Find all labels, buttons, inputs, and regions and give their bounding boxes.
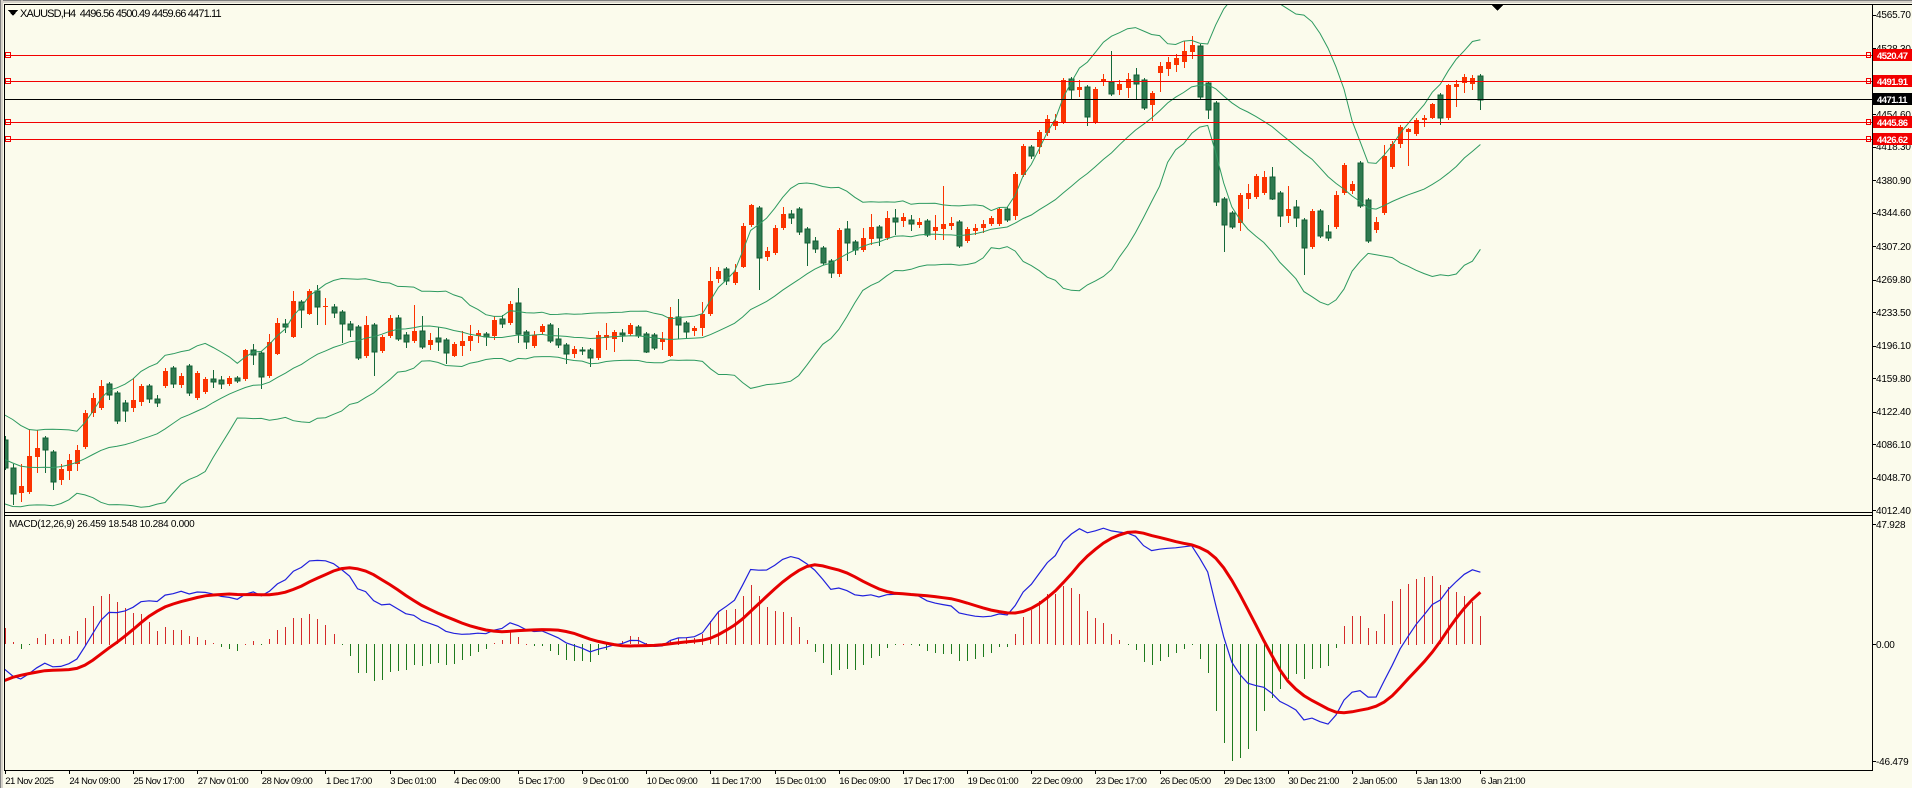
svg-text:4048.70: 4048.70 [1876, 473, 1911, 484]
svg-text:XAUUSD,H4 4496.56 4500.49 445: XAUUSD,H4 4496.56 4500.49 4459.66 4471.1… [20, 8, 222, 20]
svg-text:9 Dec 01:00: 9 Dec 01:00 [583, 776, 629, 787]
svg-text:4471.11: 4471.11 [1877, 95, 1908, 106]
svg-text:4086.10: 4086.10 [1876, 440, 1911, 451]
svg-text:4520.47: 4520.47 [1877, 51, 1908, 62]
svg-text:4307.20: 4307.20 [1876, 242, 1911, 253]
svg-text:22 Dec 09:00: 22 Dec 09:00 [1032, 776, 1083, 787]
svg-text:30 Dec 21:00: 30 Dec 21:00 [1288, 776, 1339, 787]
svg-text:-46.479: -46.479 [1876, 757, 1909, 768]
svg-text:6 Jan 21:00: 6 Jan 21:00 [1481, 776, 1525, 787]
svg-text:4426.62: 4426.62 [1877, 135, 1908, 146]
svg-text:5 Jan 13:00: 5 Jan 13:00 [1417, 776, 1461, 787]
svg-text:4491.91: 4491.91 [1877, 77, 1909, 88]
svg-text:5 Dec 17:00: 5 Dec 17:00 [519, 776, 565, 787]
svg-text:4122.40: 4122.40 [1876, 407, 1911, 418]
svg-text:MACD(12,26,9) 26.459 18.548 10: MACD(12,26,9) 26.459 18.548 10.284 0.000 [9, 519, 195, 530]
svg-text:3 Dec 01:00: 3 Dec 01:00 [390, 776, 436, 787]
svg-text:19 Dec 01:00: 19 Dec 01:00 [968, 776, 1019, 787]
svg-text:21 Nov 2025: 21 Nov 2025 [5, 776, 54, 787]
svg-text:24 Nov 09:00: 24 Nov 09:00 [69, 776, 120, 787]
svg-text:4233.50: 4233.50 [1876, 308, 1911, 319]
svg-text:26 Dec 05:00: 26 Dec 05:00 [1160, 776, 1211, 787]
svg-text:15 Dec 01:00: 15 Dec 01:00 [775, 776, 826, 787]
svg-text:0.00: 0.00 [1876, 640, 1895, 651]
svg-text:1 Dec 17:00: 1 Dec 17:00 [326, 776, 372, 787]
svg-text:10 Dec 09:00: 10 Dec 09:00 [647, 776, 698, 787]
svg-text:27 Nov 01:00: 27 Nov 01:00 [198, 776, 249, 787]
svg-text:25 Nov 17:00: 25 Nov 17:00 [134, 776, 185, 787]
svg-text:4454.60: 4454.60 [1876, 110, 1911, 121]
svg-text:4344.60: 4344.60 [1876, 208, 1911, 219]
svg-text:4380.90: 4380.90 [1876, 176, 1911, 187]
svg-text:4445.86: 4445.86 [1877, 118, 1908, 129]
svg-text:4418.30: 4418.30 [1876, 142, 1911, 153]
svg-text:4196.10: 4196.10 [1876, 341, 1911, 352]
svg-text:2 Jan 05:00: 2 Jan 05:00 [1353, 776, 1397, 787]
svg-text:16 Dec 09:00: 16 Dec 09:00 [839, 776, 890, 787]
svg-text:4159.80: 4159.80 [1876, 374, 1911, 385]
svg-text:28 Nov 09:00: 28 Nov 09:00 [262, 776, 313, 787]
svg-text:47.928: 47.928 [1876, 520, 1906, 531]
svg-text:4 Dec 09:00: 4 Dec 09:00 [454, 776, 500, 787]
svg-text:4269.80: 4269.80 [1876, 275, 1911, 286]
svg-text:4565.70: 4565.70 [1876, 10, 1911, 21]
svg-text:29 Dec 13:00: 29 Dec 13:00 [1224, 776, 1275, 787]
svg-text:17 Dec 17:00: 17 Dec 17:00 [903, 776, 954, 787]
svg-text:23 Dec 17:00: 23 Dec 17:00 [1096, 776, 1147, 787]
svg-text:11 Dec 17:00: 11 Dec 17:00 [711, 776, 761, 787]
svg-text:4012.40: 4012.40 [1876, 506, 1911, 517]
